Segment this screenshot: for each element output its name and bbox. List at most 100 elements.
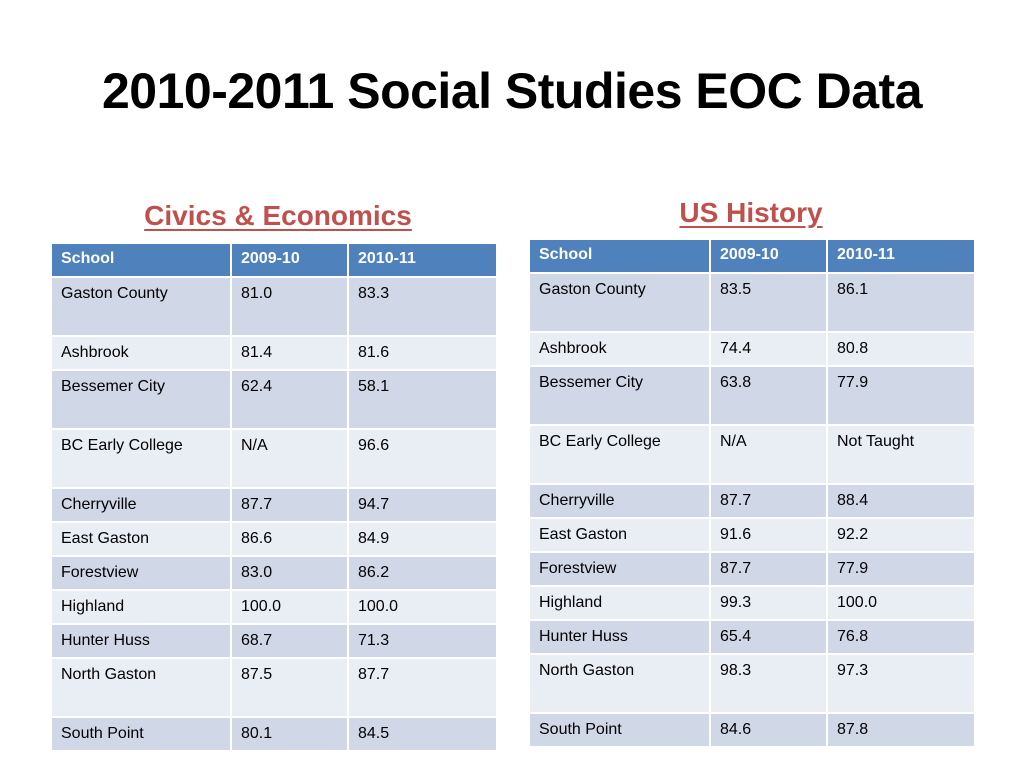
score-cell: 100.0 (347, 589, 498, 625)
table-row: Cherryville 87.7 94.7 (50, 487, 498, 523)
table-row: East Gaston 86.6 84.9 (50, 521, 498, 557)
school-cell: Bessemer City (50, 369, 232, 430)
school-cell: Highland (50, 589, 232, 625)
school-cell: Forestview (50, 555, 232, 591)
score-cell: 58.1 (347, 369, 498, 430)
score-cell: 87.7 (347, 657, 498, 718)
column-header: 2010-11 (826, 238, 976, 274)
school-cell: Gaston County (528, 272, 711, 333)
slide-title: 2010-2011 Social Studies EOC Data (101, 63, 923, 119)
table-row: BC Early College N/A Not Taught (528, 424, 976, 485)
score-cell: 96.6 (347, 428, 498, 489)
school-cell: East Gaston (50, 521, 232, 557)
score-cell: 84.5 (347, 716, 498, 752)
school-cell: Ashbrook (50, 335, 232, 371)
score-cell: 81.4 (230, 335, 349, 371)
school-cell: BC Early College (50, 428, 232, 489)
score-cell: 87.5 (230, 657, 349, 718)
score-cell: 77.9 (826, 365, 976, 426)
table-row: Gaston County 81.0 83.3 (50, 276, 498, 337)
table-row: North Gaston 98.3 97.3 (528, 653, 976, 714)
table-row: Hunter Huss 65.4 76.8 (528, 619, 976, 655)
score-cell: 65.4 (709, 619, 828, 655)
score-cell: 80.8 (826, 331, 976, 367)
score-cell: 83.0 (230, 555, 349, 591)
table-row: Forestview 87.7 77.9 (528, 551, 976, 587)
us-history-subtitle: US History (679, 197, 823, 228)
school-cell: Bessemer City (528, 365, 711, 426)
score-cell: 71.3 (347, 623, 498, 659)
score-cell: 63.8 (709, 365, 828, 426)
score-cell: 83.3 (347, 276, 498, 337)
score-cell: 94.7 (347, 487, 498, 523)
score-cell: 80.1 (230, 716, 349, 752)
table-row: Hunter Huss 68.7 71.3 (50, 623, 498, 659)
score-cell: 100.0 (826, 585, 976, 621)
score-cell: 86.6 (230, 521, 349, 557)
column-header: School (528, 238, 711, 274)
us-history-table: School 2009-10 2010-11 Gaston County 83.5 86… (528, 238, 976, 748)
score-cell: 87.7 (230, 487, 349, 523)
school-cell: North Gaston (50, 657, 232, 718)
school-cell: Cherryville (528, 483, 711, 519)
score-cell: 74.4 (709, 331, 828, 367)
civics-table: School 2009-10 2010-11 Gaston County 81.0 83… (50, 242, 498, 752)
school-cell: Ashbrook (528, 331, 711, 367)
school-cell: Gaston County (50, 276, 232, 337)
column-header: 2010-11 (347, 242, 498, 278)
school-cell: North Gaston (528, 653, 711, 714)
score-cell: 83.5 (709, 272, 828, 333)
score-cell: 84.6 (709, 712, 828, 748)
table-row: Cherryville 87.7 88.4 (528, 483, 976, 519)
score-cell: 97.3 (826, 653, 976, 714)
header-row: School 2009-10 2010-11 (528, 238, 976, 274)
score-cell: 81.0 (230, 276, 349, 337)
score-cell: 76.8 (826, 619, 976, 655)
school-cell: South Point (528, 712, 711, 748)
score-cell: 92.2 (826, 517, 976, 553)
column-header: 2009-10 (709, 238, 828, 274)
table-row: Gaston County 83.5 86.1 (528, 272, 976, 333)
school-cell: East Gaston (528, 517, 711, 553)
table-row: Ashbrook 81.4 81.6 (50, 335, 498, 371)
score-cell: N/A (709, 424, 828, 485)
score-cell: 87.7 (709, 483, 828, 519)
score-cell: N/A (230, 428, 349, 489)
school-cell: Highland (528, 585, 711, 621)
score-cell: 98.3 (709, 653, 828, 714)
table-row: Ashbrook 74.4 80.8 (528, 331, 976, 367)
table-row: South Point 84.6 87.8 (528, 712, 976, 748)
header-row: School 2009-10 2010-11 (50, 242, 498, 278)
column-header: School (50, 242, 232, 278)
column-header: 2009-10 (230, 242, 349, 278)
score-cell: 84.9 (347, 521, 498, 557)
school-cell: Hunter Huss (528, 619, 711, 655)
score-cell: 91.6 (709, 517, 828, 553)
school-cell: Forestview (528, 551, 711, 587)
table-row: East Gaston 91.6 92.2 (528, 517, 976, 553)
score-cell: 81.6 (347, 335, 498, 371)
civics-subtitle: Civics & Economics (144, 200, 412, 231)
score-cell: 77.9 (826, 551, 976, 587)
school-cell: BC Early College (528, 424, 711, 485)
table-row: North Gaston 87.5 87.7 (50, 657, 498, 718)
school-cell: Hunter Huss (50, 623, 232, 659)
score-cell: 62.4 (230, 369, 349, 430)
table-row: Bessemer City 62.4 58.1 (50, 369, 498, 430)
score-cell: 68.7 (230, 623, 349, 659)
score-cell: 87.7 (709, 551, 828, 587)
table-row: Bessemer City 63.8 77.9 (528, 365, 976, 426)
score-cell: Not Taught (826, 424, 976, 485)
score-cell: 100.0 (230, 589, 349, 625)
score-cell: 99.3 (709, 585, 828, 621)
table-row: BC Early College N/A 96.6 (50, 428, 498, 489)
school-cell: Cherryville (50, 487, 232, 523)
table-row: South Point 80.1 84.5 (50, 716, 498, 752)
score-cell: 86.2 (347, 555, 498, 591)
table-row: Highland 99.3 100.0 (528, 585, 976, 621)
score-cell: 88.4 (826, 483, 976, 519)
table-row: Forestview 83.0 86.2 (50, 555, 498, 591)
table-row: Highland 100.0 100.0 (50, 589, 498, 625)
school-cell: South Point (50, 716, 232, 752)
score-cell: 86.1 (826, 272, 976, 333)
